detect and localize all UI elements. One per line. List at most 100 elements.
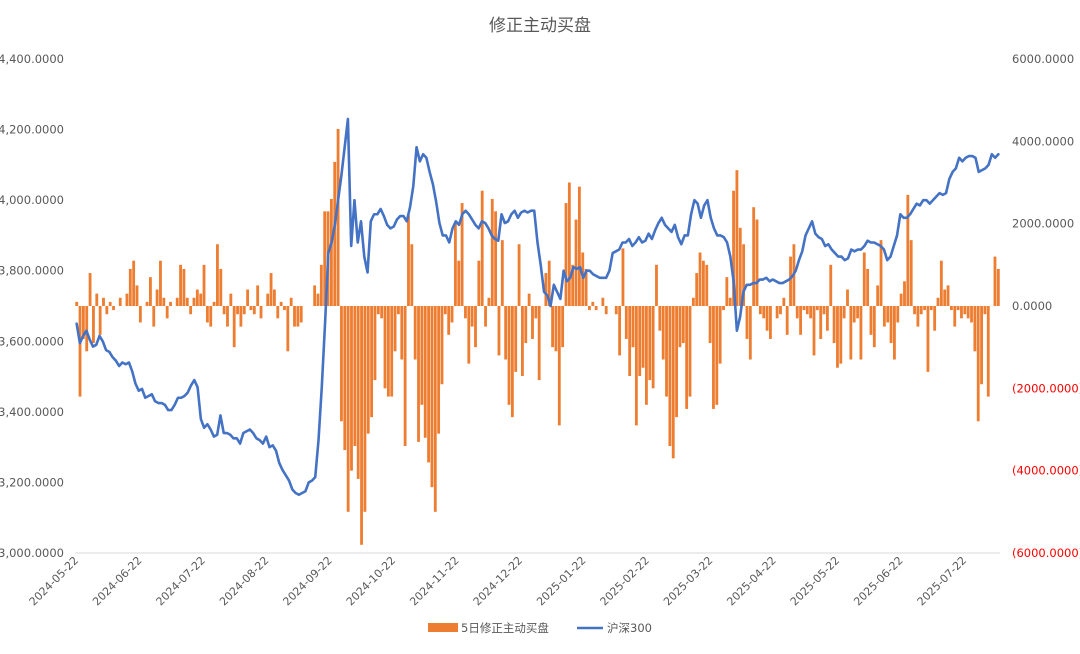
bar xyxy=(531,306,534,339)
bar xyxy=(604,306,608,315)
left-y-tick-label: 3,600.0000 xyxy=(0,334,64,348)
bar xyxy=(145,301,149,306)
bar xyxy=(202,264,206,306)
bar xyxy=(510,306,514,418)
bar xyxy=(433,306,437,512)
bar xyxy=(423,306,427,438)
bar xyxy=(195,289,199,306)
line-series xyxy=(75,117,1000,497)
bar xyxy=(708,306,712,344)
bar xyxy=(909,240,913,306)
bar xyxy=(681,306,685,344)
bar xyxy=(916,306,920,327)
bar xyxy=(430,306,434,488)
bar xyxy=(500,240,504,306)
bar xyxy=(279,301,283,306)
bar xyxy=(273,289,276,306)
bar xyxy=(571,264,575,306)
bar xyxy=(762,306,766,319)
bar xyxy=(182,268,186,306)
bar xyxy=(490,198,494,306)
bar xyxy=(226,306,229,327)
bar xyxy=(457,260,461,306)
bar xyxy=(313,285,317,306)
bar xyxy=(765,306,769,331)
bar xyxy=(963,306,967,315)
bar xyxy=(440,306,444,385)
bar xyxy=(769,306,772,339)
x-axis: 2024-05-22 2024-06-22 2024-07-22 2024-08-22… xyxy=(27,554,969,608)
bar xyxy=(199,293,203,306)
bar xyxy=(943,289,947,306)
bar xyxy=(329,198,333,306)
x-tick-label: 2025-05-22 xyxy=(788,554,842,608)
bar xyxy=(370,306,374,418)
bar xyxy=(336,128,340,306)
bar xyxy=(849,306,853,360)
right-y-tick-label: (4000.0000) xyxy=(1012,464,1080,478)
bar xyxy=(497,306,501,356)
left-y-tick-label: 3,000.0000 xyxy=(0,546,64,560)
bar xyxy=(634,306,638,426)
bar xyxy=(950,306,953,311)
bar xyxy=(725,277,729,306)
bar xyxy=(980,306,983,385)
bar xyxy=(872,306,876,348)
bar xyxy=(819,306,823,339)
bar xyxy=(239,306,243,327)
bar xyxy=(480,190,484,306)
bar xyxy=(825,306,829,331)
bar xyxy=(464,306,467,319)
bar xyxy=(695,273,699,306)
bar xyxy=(906,194,910,306)
x-tick-label: 2024-10-22 xyxy=(344,554,398,608)
bar xyxy=(212,301,216,306)
right-y-tick-label: (2000.0000) xyxy=(1012,381,1080,395)
bar xyxy=(946,285,950,306)
bar xyxy=(567,182,571,306)
bar xyxy=(350,306,353,471)
left-y-tick-label: 4,000.0000 xyxy=(0,193,64,207)
bar xyxy=(393,306,397,352)
bar xyxy=(135,285,139,306)
legend-bar-swatch xyxy=(428,623,458,632)
bar xyxy=(534,306,538,319)
bar xyxy=(899,293,903,306)
x-tick-label: 2025-07-22 xyxy=(915,554,969,608)
bar xyxy=(832,306,836,344)
bar xyxy=(507,306,511,405)
bar xyxy=(95,293,99,306)
right-y-tick-label: 2000.0000 xyxy=(1012,217,1074,231)
bar xyxy=(81,306,85,339)
bar xyxy=(879,240,883,306)
bar xyxy=(722,306,725,311)
bar xyxy=(795,306,799,319)
bar xyxy=(252,306,256,315)
bar xyxy=(242,306,246,315)
right-y-tick-label: 0.0000 xyxy=(1012,299,1052,313)
bar xyxy=(175,297,179,306)
bar xyxy=(88,273,92,306)
bar xyxy=(246,289,250,306)
bar xyxy=(363,306,367,512)
x-tick-label: 2024-05-22 xyxy=(27,554,81,608)
bar xyxy=(249,306,253,311)
bar xyxy=(467,306,471,364)
bar xyxy=(192,297,196,306)
bar xyxy=(651,306,655,389)
bar xyxy=(836,306,839,368)
bar xyxy=(504,306,508,360)
bar xyxy=(779,306,782,315)
x-tick-label: 2024-08-22 xyxy=(217,554,271,608)
bar xyxy=(269,273,273,306)
bar xyxy=(524,306,528,344)
bar xyxy=(470,306,474,327)
bar xyxy=(705,264,709,306)
bar xyxy=(842,306,846,319)
bar xyxy=(960,306,963,319)
bar xyxy=(356,306,360,479)
bar xyxy=(437,306,441,434)
bar xyxy=(735,170,739,306)
bar xyxy=(333,161,337,306)
right-y-tick-label: 6000.0000 xyxy=(1012,52,1074,66)
